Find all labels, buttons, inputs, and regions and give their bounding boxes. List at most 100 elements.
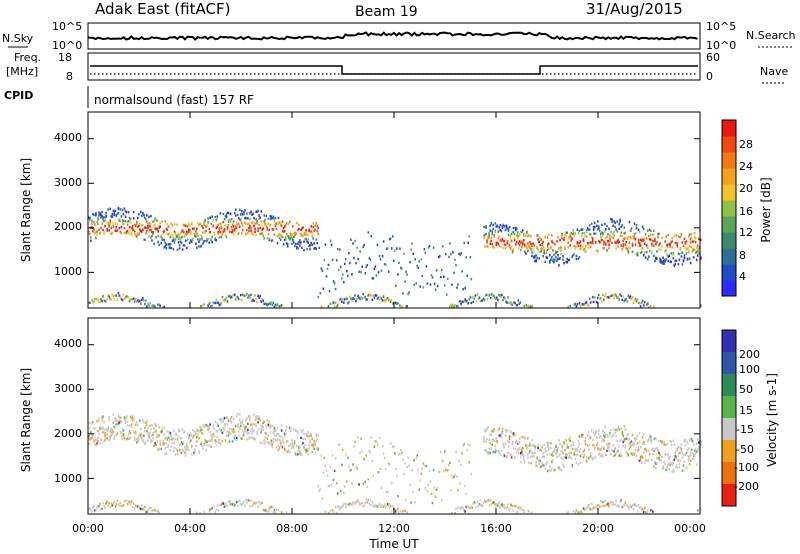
power-point xyxy=(673,235,676,238)
power-point xyxy=(285,233,288,236)
power-point xyxy=(214,237,217,240)
power-ytick-1000: 1000 xyxy=(54,265,82,278)
velocity-point xyxy=(599,452,601,455)
velocity-point xyxy=(241,421,243,424)
power-point xyxy=(592,300,595,304)
power-point xyxy=(395,284,397,287)
velocity-point xyxy=(172,449,175,453)
velocity-point xyxy=(534,445,536,448)
velocity-point xyxy=(138,505,140,508)
velocity-point xyxy=(119,430,122,434)
power-point xyxy=(515,234,518,237)
power-point xyxy=(678,235,681,239)
power-point xyxy=(294,231,296,234)
velocity-point xyxy=(669,463,671,467)
velocity-point xyxy=(365,454,367,457)
velocity-point xyxy=(534,448,536,451)
velocity-point xyxy=(501,503,503,506)
power-point xyxy=(613,230,615,233)
velocity-point xyxy=(536,464,538,467)
velocity-point xyxy=(206,443,208,447)
velocity-point xyxy=(300,436,302,440)
velocity-point xyxy=(296,453,298,457)
velocity-point xyxy=(281,438,284,442)
velocity-point xyxy=(618,428,620,431)
power-point xyxy=(177,237,180,240)
velocity-point xyxy=(625,428,628,431)
velocity-point xyxy=(259,503,261,506)
power-point xyxy=(231,294,234,297)
power-point xyxy=(172,236,175,239)
power-point xyxy=(548,242,550,245)
power-point xyxy=(163,239,166,242)
power-point xyxy=(541,247,543,251)
velocity-point xyxy=(248,415,250,418)
velocity-point xyxy=(313,447,315,450)
velocity-point xyxy=(669,455,671,458)
velocity-point xyxy=(630,444,633,447)
cpid-text: normalsound (fast) 157 RF xyxy=(94,93,254,107)
power-point xyxy=(622,295,625,298)
power-point xyxy=(575,254,578,257)
velocity-point xyxy=(266,419,269,422)
power-point xyxy=(270,217,273,220)
velocity-point xyxy=(551,467,553,470)
power-point xyxy=(90,239,92,242)
power-point xyxy=(488,235,490,239)
velocity-point xyxy=(479,499,482,502)
power-point xyxy=(256,301,258,304)
velocity-point xyxy=(262,425,264,428)
velocity-point xyxy=(192,436,194,439)
power-point xyxy=(610,235,612,238)
power-point xyxy=(547,243,549,246)
velocity-point xyxy=(217,509,220,512)
velocity-point xyxy=(504,506,506,509)
velocity-point xyxy=(490,503,493,506)
power-point xyxy=(695,246,698,250)
power-point xyxy=(386,297,389,300)
velocity-point xyxy=(194,430,196,433)
velocity-point xyxy=(694,448,697,451)
power-point xyxy=(615,294,617,297)
velocity-point xyxy=(505,430,508,433)
velocity-point xyxy=(667,463,669,467)
velocity-point xyxy=(305,432,307,436)
velocity-point xyxy=(655,467,657,470)
velocity-point xyxy=(352,463,354,466)
power-point xyxy=(370,235,373,238)
velocity-point xyxy=(612,433,614,437)
velocity-point xyxy=(145,424,147,428)
power-point xyxy=(546,248,549,252)
velocity-point xyxy=(97,440,99,443)
power-point xyxy=(630,227,633,230)
power-point xyxy=(601,223,603,227)
power-point xyxy=(559,257,561,260)
power-point xyxy=(179,232,182,235)
power-point xyxy=(184,224,187,228)
power-point xyxy=(364,295,366,299)
power-point xyxy=(98,228,100,232)
power-point xyxy=(240,218,242,221)
power-point xyxy=(149,225,151,228)
power-point xyxy=(218,236,221,239)
velocity-point xyxy=(485,499,488,502)
power-point xyxy=(174,233,177,236)
velocity-point xyxy=(497,504,499,507)
power-point xyxy=(387,270,390,273)
velocity-point xyxy=(196,428,198,431)
power-point xyxy=(159,235,161,239)
velocity-point xyxy=(261,441,263,444)
nsky-trace xyxy=(87,31,698,41)
velocity-point xyxy=(678,465,681,469)
power-point xyxy=(589,301,592,304)
velocity-point xyxy=(522,509,525,512)
velocity-point xyxy=(590,455,593,459)
velocity-point xyxy=(396,475,398,478)
velocity-point xyxy=(611,503,613,506)
velocity-point xyxy=(632,444,635,447)
power-point xyxy=(265,214,268,218)
power-point xyxy=(598,227,600,230)
velocity-point xyxy=(116,423,119,426)
power-point xyxy=(398,261,400,264)
nave-axis-top: 60 xyxy=(706,51,720,64)
